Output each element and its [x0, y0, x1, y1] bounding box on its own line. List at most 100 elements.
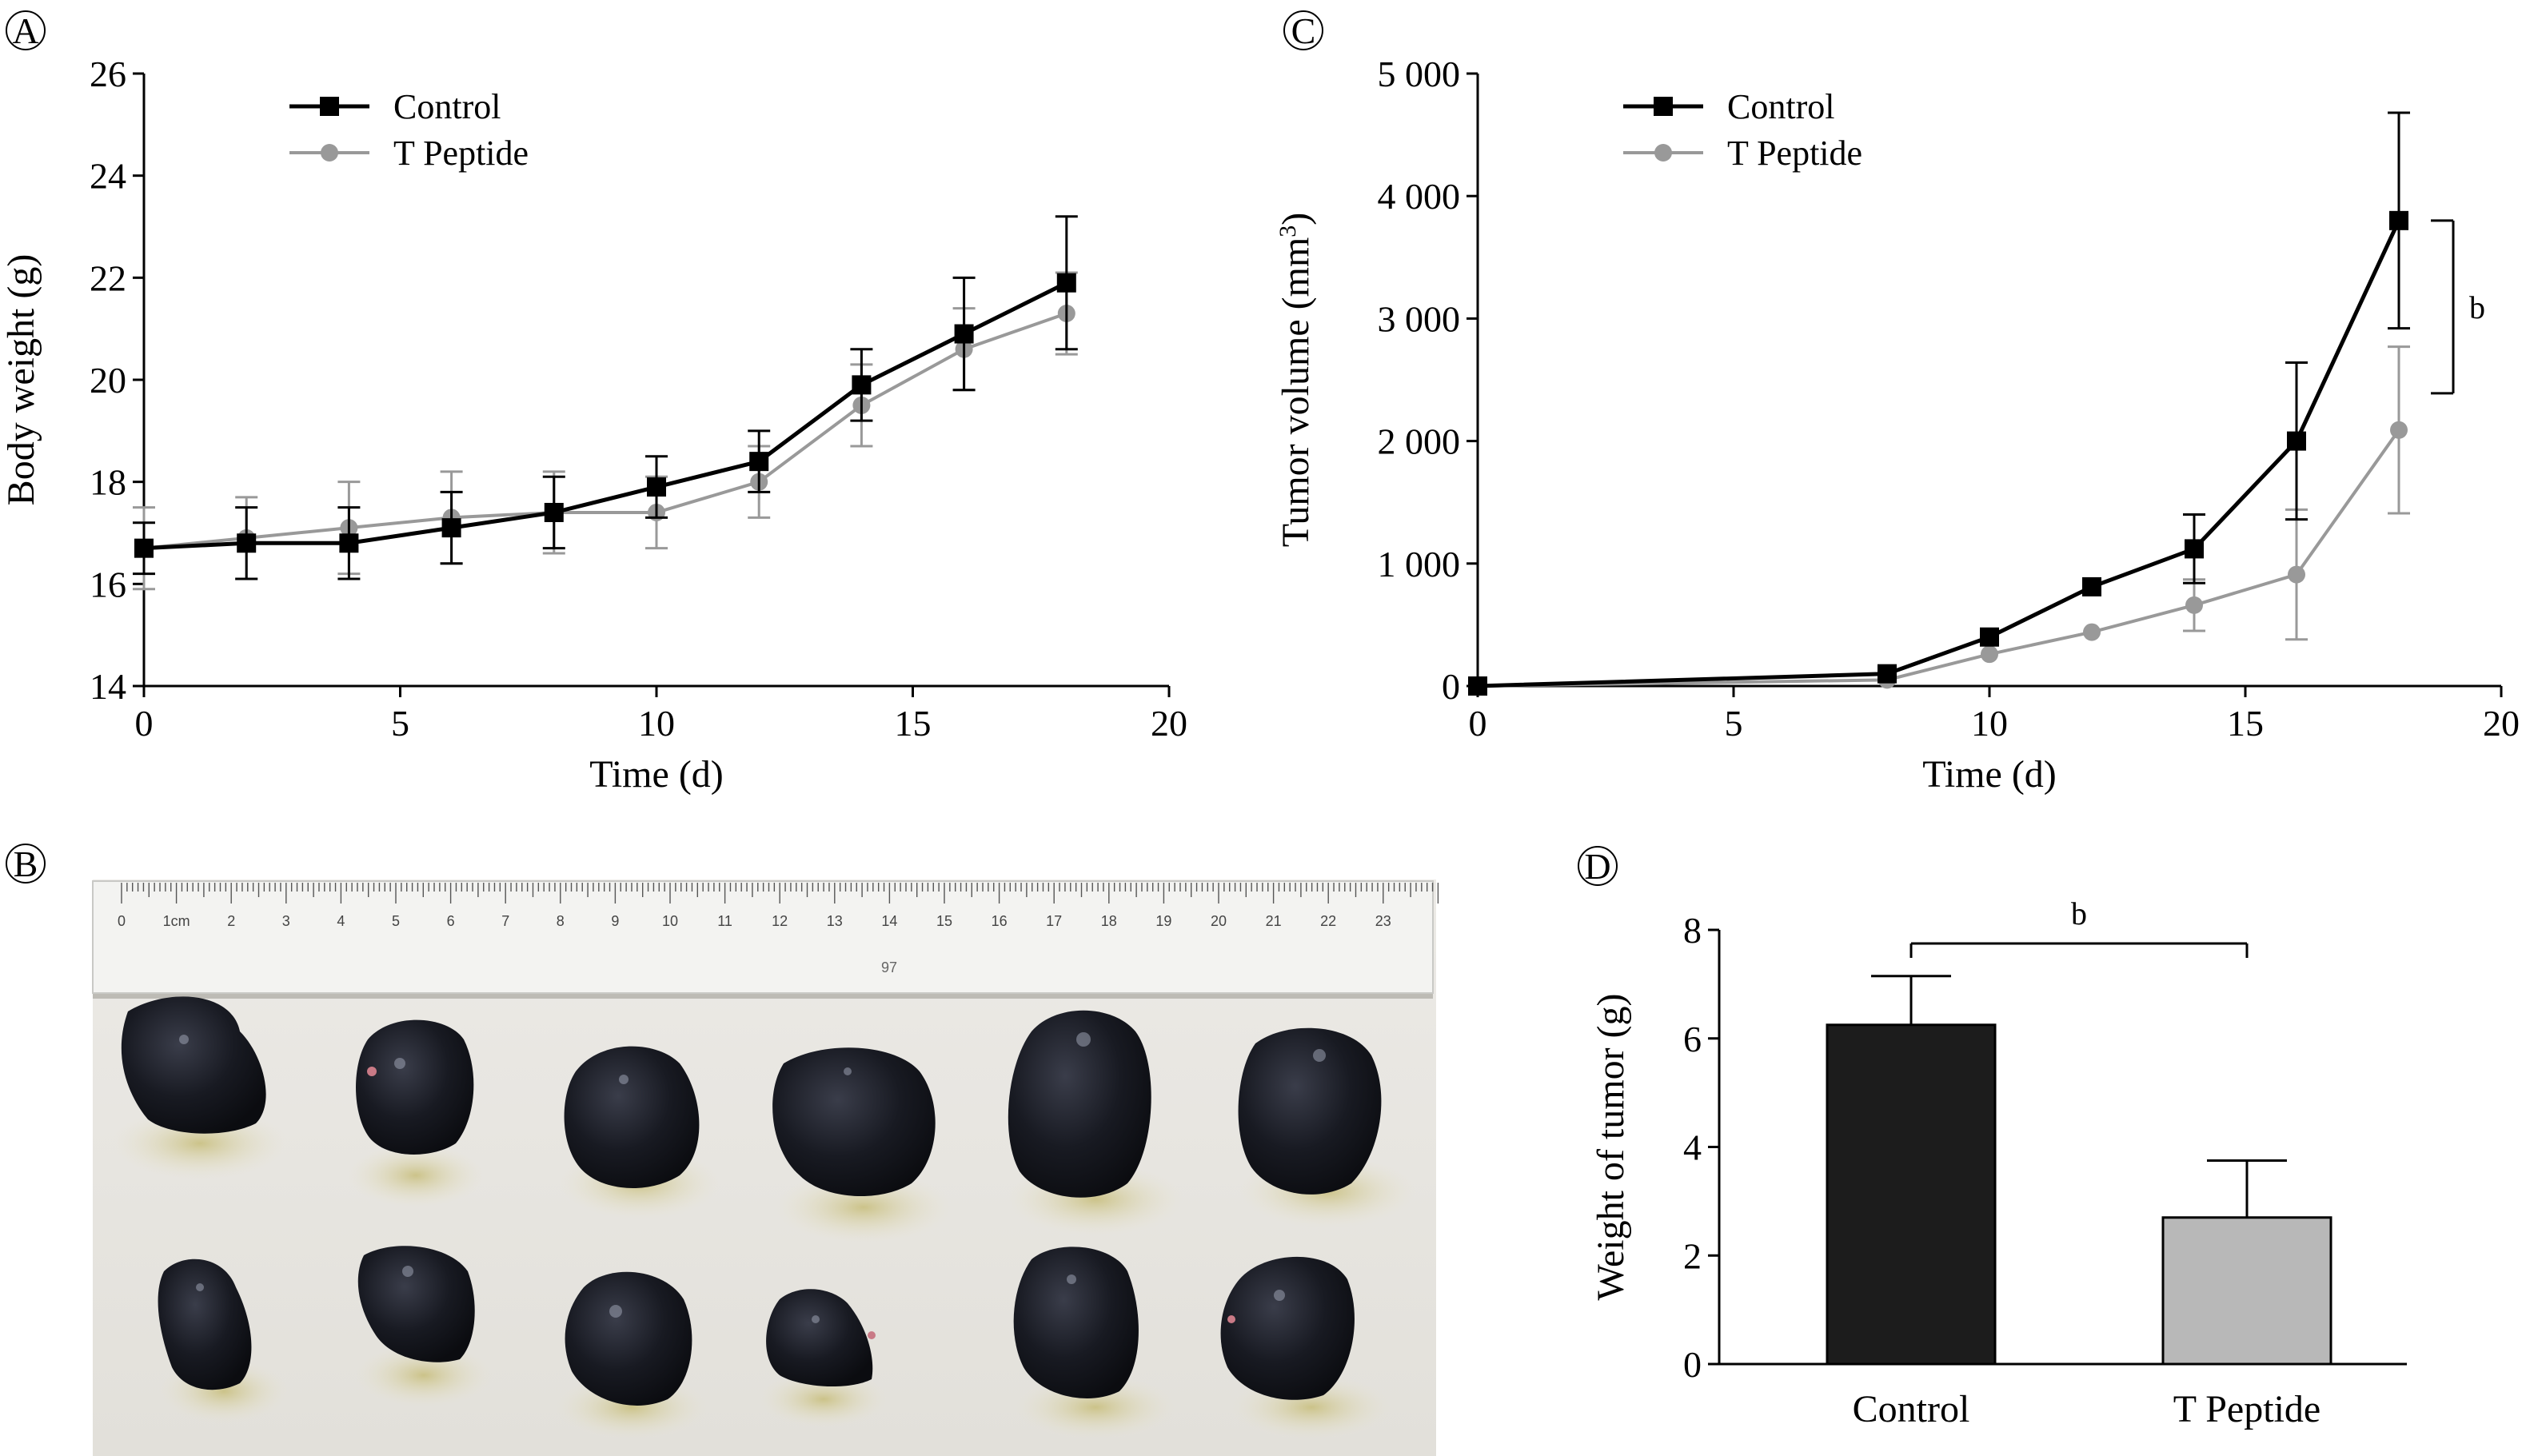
ruler-number: 9: [611, 913, 619, 929]
series-line: [1477, 429, 2400, 688]
x-tick-label: 5: [391, 703, 409, 744]
chart-c-tumor-volume: 0 1 000 2 000 3 000 4 000 5 000 0 5 10 15 20 Time (…: [1275, 54, 2520, 796]
tumor-specimen: [564, 1046, 700, 1189]
tumor-specimen: [772, 1047, 936, 1197]
ruler-number: 10: [662, 913, 678, 929]
y-tick-label: 4 000: [1378, 176, 1461, 217]
legend-label-control: Control: [393, 87, 501, 126]
y-tick-label: 14: [90, 666, 126, 707]
data-point: [2390, 421, 2408, 439]
ruler-number: 12: [772, 913, 788, 929]
series-line: [143, 312, 1067, 550]
data-point: [749, 452, 769, 472]
data-point: [134, 538, 154, 558]
ruler-number: 0: [118, 913, 126, 929]
data-point: [237, 533, 257, 553]
ruler-mark: 97: [881, 959, 897, 975]
tissue-spots: [367, 1067, 1235, 1339]
y-axis-title: Tumor volume (mm3): [1275, 213, 1317, 548]
tumor-specimen: [357, 1246, 475, 1362]
data-point: [1980, 627, 1999, 647]
x-tick-label: 10: [638, 703, 675, 744]
legend-marker-control: [320, 97, 339, 116]
y-tick-label: 24: [90, 156, 126, 197]
ruler-number: 16: [992, 913, 1008, 929]
series-t-peptide: [1469, 345, 2410, 695]
legend-label-t-peptide: T Peptide: [393, 134, 529, 173]
data-point: [2389, 210, 2408, 230]
y-tick-label: 8: [1683, 910, 1702, 951]
y-tick-label: 0: [1683, 1344, 1702, 1385]
series-control: [133, 215, 1078, 580]
legend-marker-control: [1654, 97, 1673, 116]
panel-b-letter: B: [14, 844, 38, 884]
legend-label-control: Control: [1727, 87, 1834, 126]
x-axis-title: Time (d): [1922, 753, 2057, 796]
data-point: [954, 324, 974, 344]
data-point: [2185, 539, 2204, 559]
ruler-number: 7: [501, 913, 509, 929]
ruler-number: 23: [1375, 913, 1391, 929]
data-point: [544, 502, 564, 522]
tumor-specimen: [1220, 1256, 1355, 1400]
tumor-specimen: [158, 1259, 252, 1390]
tumor-row-2: [158, 1246, 1355, 1406]
ruler: [92, 880, 1434, 994]
data-point: [2082, 576, 2101, 596]
panel-a: A 14 16 18 20 22 24 26 0 5 10 15 20 Time (d) Body wei…: [0, 10, 1187, 796]
tumor-specimen: [356, 1019, 474, 1155]
data-point: [2083, 623, 2101, 641]
ruler-number: 11: [717, 913, 732, 929]
panel-d-letter-circle: [1578, 846, 1618, 886]
data-point: [2287, 431, 2306, 451]
data-point: [1981, 645, 1998, 664]
ruler-number: 4: [337, 913, 345, 929]
series-line: [1477, 219, 2401, 688]
y-tick-label: 1 000: [1378, 544, 1461, 584]
chart-a-body-weight: 14 16 18 20 22 24 26 0 5 10 15 20 Time (d) Body weigh…: [0, 54, 1187, 796]
tumor-specimen: [1238, 1027, 1382, 1195]
x-tick-label: 0: [135, 703, 154, 744]
ruler-number: 22: [1320, 913, 1336, 929]
panel-c-letter-circle: [1283, 10, 1323, 50]
x-tick-label: 15: [895, 703, 932, 744]
tumor-specimen: [565, 1271, 692, 1406]
legend: Control T Peptide: [1623, 87, 1862, 173]
ruler-number: 20: [1211, 913, 1227, 929]
x-tick-label: 0: [1469, 703, 1487, 744]
ruler-number: 6: [447, 913, 455, 929]
data-point: [1468, 676, 1487, 696]
ruler-number: 14: [881, 913, 897, 929]
panel-c: C 0 1 000 2 000 3 000 4 000 5 000 0 5 10 15 20 Time…: [1275, 10, 2520, 796]
panel-a-letter-circle: [6, 10, 46, 50]
y-tick-label: 26: [90, 54, 126, 94]
data-point: [441, 518, 461, 538]
y-axis-title: Body weight (g): [0, 254, 42, 506]
panel-d: D 0 2 4 6 8 Weight of tumor (g) Control T Pepti…: [1578, 846, 2407, 1430]
ruler-number: 3: [282, 913, 290, 929]
x-tick-label: 15: [2227, 703, 2264, 744]
data-point: [852, 375, 872, 395]
bar-t-peptide: [2161, 1216, 2332, 1366]
significance-label: b: [2469, 289, 2485, 325]
y-axis-title: Weight of tumor (g): [1590, 993, 1632, 1300]
data-point: [339, 533, 359, 553]
tumor-row-1: [121, 996, 1382, 1198]
y-tick-label: 3 000: [1378, 298, 1461, 339]
chart-d-tumor-weight: 0 2 4 6 8 Weight of tumor (g) Control T Peptide…: [1590, 896, 2407, 1430]
y-tick-label: 22: [90, 257, 126, 298]
ruler-number: 2: [227, 913, 235, 929]
y-tick-label: 20: [90, 360, 126, 401]
y-tick-label: 16: [90, 564, 126, 604]
x-tick-label: 20: [2483, 703, 2520, 744]
panel-a-letter: A: [12, 10, 38, 51]
ruler-number: 17: [1046, 913, 1062, 929]
y-tick-label: 5 000: [1378, 54, 1461, 94]
series-line: [143, 281, 1067, 551]
ruler-numbers: 0 1cm 2 3 4 5 6 7 8 9 10 11 12 13 14 15 16 17 18 19 20 21 22 23: [118, 913, 1391, 929]
panel-d-letter: D: [1584, 846, 1610, 887]
legend-label-t-peptide: T Peptide: [1727, 134, 1862, 173]
significance-label: b: [2071, 896, 2087, 931]
ruler-number: 15: [936, 913, 952, 929]
